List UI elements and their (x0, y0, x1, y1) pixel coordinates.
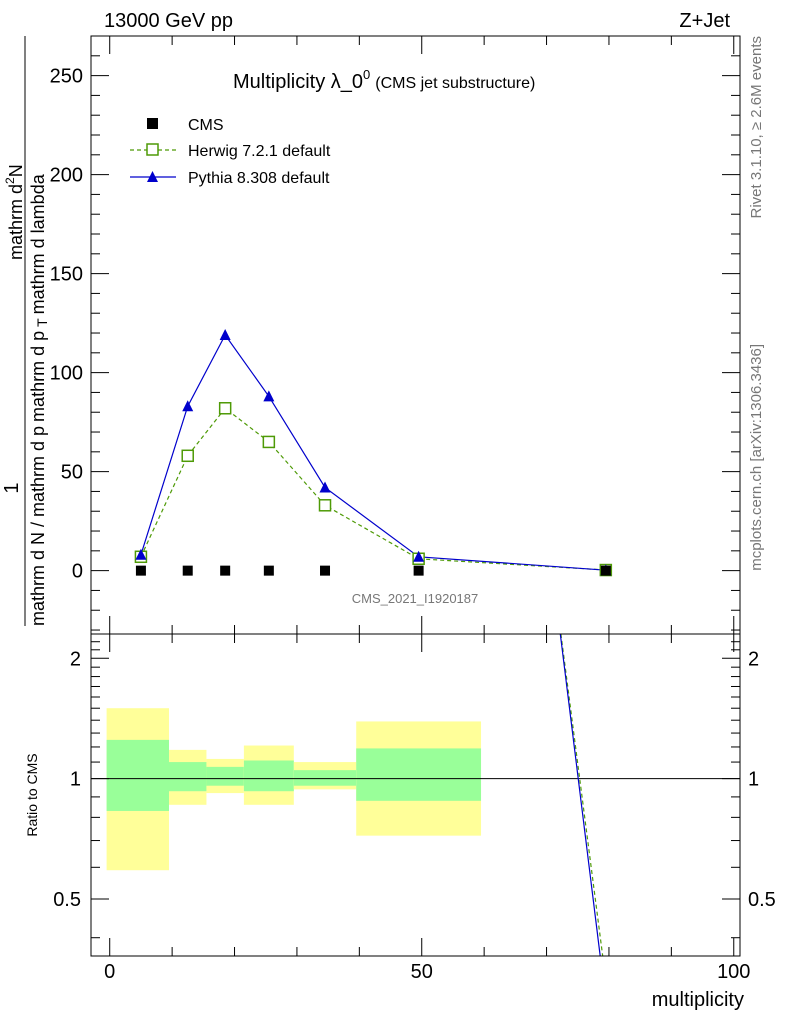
main-plot-panel: 0 50 100 150 200 250 Multiplicity λ_00(CMS je… (50, 35, 741, 635)
plot-title: Multiplicity λ_00(CMS jet substructure) (233, 67, 535, 93)
pythia-point (135, 548, 147, 560)
legend-label-cms: CMS (188, 117, 224, 134)
herwig-point (181, 449, 194, 463)
ylabel-numerator: 1 (1, 482, 23, 493)
cms-point (220, 565, 231, 576)
ratio-y-tick-label: 0.5 (53, 889, 81, 911)
main-y-tick-label: 0 (72, 561, 83, 583)
legend-label-herwig: Herwig 7.2.1 default (188, 143, 331, 160)
ratio-band-inner (243, 760, 294, 792)
pythia-point (413, 550, 425, 562)
herwig-point (262, 435, 276, 449)
pythia-point (263, 390, 275, 402)
cms-point (320, 565, 331, 576)
legend-label-pythia: Pythia 8.308 default (188, 170, 330, 187)
energy-label: 13000 GeV pp (104, 10, 233, 32)
legend-marker-herwig (146, 143, 159, 156)
ratio-y-tick-label-right: 1 (748, 769, 759, 791)
main-y-tick-label: 250 (50, 66, 83, 88)
x-axis-label: multiplicity (652, 989, 744, 1011)
ratio-y-tick-label: 1 (70, 769, 81, 791)
cms-point (263, 565, 274, 576)
ratio-plot-frame (90, 633, 741, 957)
ratio-y-tick-label-right: 2 (748, 648, 759, 670)
main-y-tick-label: 200 (50, 165, 83, 187)
herwig-point (318, 499, 332, 512)
ratio-band-inner (206, 766, 244, 786)
herwig-point (218, 402, 232, 415)
cms-point (413, 565, 424, 576)
ratio-band-inner (106, 739, 170, 811)
rivet-label: Rivet 3.1.10, ≥ 2.6M events (748, 36, 765, 219)
ratio-plot-panel: 0.5 0.5 1 1 2 2 0 50 100 (53, 633, 776, 983)
ylabel-top: mathrm d2N (3, 164, 26, 260)
x-tick-label: 100 (717, 961, 750, 983)
cms-point (182, 565, 193, 576)
x-tick-label: 50 (411, 961, 433, 983)
ylabel-denominator: mathrm d N / mathrm d pmathrm d pTmathrm… (28, 173, 50, 626)
ratio-herwig-line (560, 633, 604, 957)
pythia-series-line (140, 333, 606, 571)
ratio-band-inner (293, 770, 357, 786)
ratio-pythia-line (559, 633, 601, 957)
ratio-y-tick-label: 2 (70, 648, 81, 670)
main-y-tick-label: 100 (50, 363, 83, 385)
ratio-y-axis-label: Ratio to CMS (24, 753, 40, 836)
pythia-point (182, 400, 194, 412)
herwig-series-line (140, 407, 606, 571)
main-y-tick-label: 50 (61, 462, 83, 484)
ratio-band-inner (356, 748, 482, 801)
legend-marker-pythia (147, 171, 158, 182)
pythia-point (219, 329, 231, 340)
ratio-y-tick-label-right: 0.5 (748, 889, 776, 911)
legend: CMS Herwig 7.2.1 default Pythia 8.308 de… (130, 117, 331, 187)
main-y-tick-label: 150 (50, 264, 83, 286)
x-tick-label: 0 (104, 961, 115, 983)
cms-point (135, 565, 146, 576)
legend-marker-cms (147, 118, 158, 129)
analysis-watermark: CMS_2021_I1920187 (352, 591, 479, 606)
mcplots-label: mcplots.cern.ch [arXiv:1306.3436] (748, 344, 765, 571)
pythia-point (319, 481, 331, 493)
cms-point (600, 565, 611, 576)
main-y-axis-label: 1 mathrm d N / mathrm d pmathrm d pTmath… (1, 36, 50, 626)
process-label: Z+Jet (679, 10, 730, 32)
ratio-band-inner (169, 762, 207, 792)
